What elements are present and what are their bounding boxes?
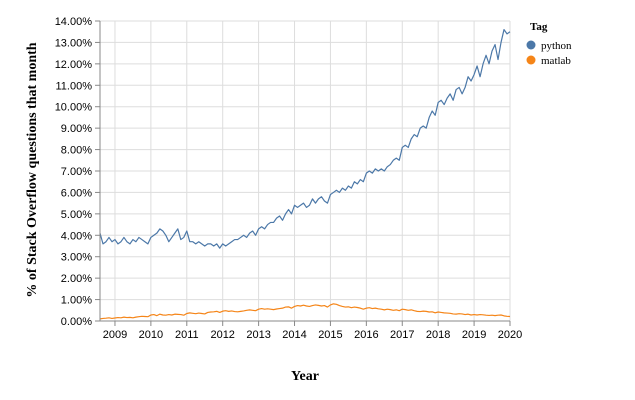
x-tick-label: 2017 bbox=[390, 329, 414, 341]
y-axis-title: % of Stack Overflow questions that month bbox=[25, 42, 40, 297]
legend-swatch-matlab bbox=[526, 55, 536, 65]
x-tick-label: 2020 bbox=[498, 329, 522, 341]
y-tick-label: 12.00% bbox=[55, 59, 93, 71]
y-axis-tick-labels: 0.00% 1.00% 2.00% 3.00% 4.00% 5.00% 6.00% 7.00%… bbox=[55, 16, 93, 328]
y-tick-label: 9.00% bbox=[61, 123, 92, 135]
legend: Tag python matlab bbox=[526, 21, 572, 67]
y-tick-label: 4.00% bbox=[61, 230, 92, 242]
y-tick-label: 5.00% bbox=[61, 209, 92, 221]
legend-swatch-python bbox=[526, 40, 536, 50]
x-tick-label: 2014 bbox=[282, 329, 306, 341]
axes bbox=[95, 20, 511, 326]
x-tick-label: 2018 bbox=[426, 329, 450, 341]
y-gridlines bbox=[100, 20, 510, 322]
y-tick-label: 10.00% bbox=[55, 102, 93, 114]
y-tick-label: 6.00% bbox=[61, 187, 92, 199]
series-line-matlab bbox=[99, 303, 511, 320]
y-tick-label: 13.00% bbox=[55, 37, 93, 49]
y-tick-label: 0.00% bbox=[61, 316, 92, 328]
x-axis-title: Year bbox=[291, 369, 319, 384]
x-tick-label: 2016 bbox=[354, 329, 378, 341]
legend-label-matlab: matlab bbox=[541, 55, 571, 67]
x-tick-label: 2015 bbox=[318, 329, 342, 341]
x-tick-label: 2009 bbox=[103, 329, 127, 341]
y-tick-label: 1.00% bbox=[61, 295, 92, 307]
x-tick-label: 2010 bbox=[139, 329, 163, 341]
x-tick-label: 2013 bbox=[246, 329, 270, 341]
x-tick-label: 2019 bbox=[462, 329, 486, 341]
series-lines bbox=[99, 28, 511, 320]
series-line-python bbox=[99, 28, 511, 249]
y-tick-label: 7.00% bbox=[61, 166, 92, 178]
legend-label-python: python bbox=[541, 40, 572, 52]
x-tick-label: 2012 bbox=[210, 329, 234, 341]
y-tick-label: 14.00% bbox=[55, 16, 93, 28]
legend-title: Tag bbox=[530, 21, 548, 33]
x-tick-label: 2011 bbox=[175, 329, 199, 341]
y-tick-label: 3.00% bbox=[61, 252, 92, 264]
y-tick-label: 11.00% bbox=[56, 80, 93, 92]
x-axis-tick-labels: 2009 2010 2011 2012 2013 2014 2015 2016 2017 2018… bbox=[103, 329, 523, 341]
y-tick-label: 8.00% bbox=[61, 145, 92, 157]
y-tick-label: 2.00% bbox=[61, 273, 92, 285]
